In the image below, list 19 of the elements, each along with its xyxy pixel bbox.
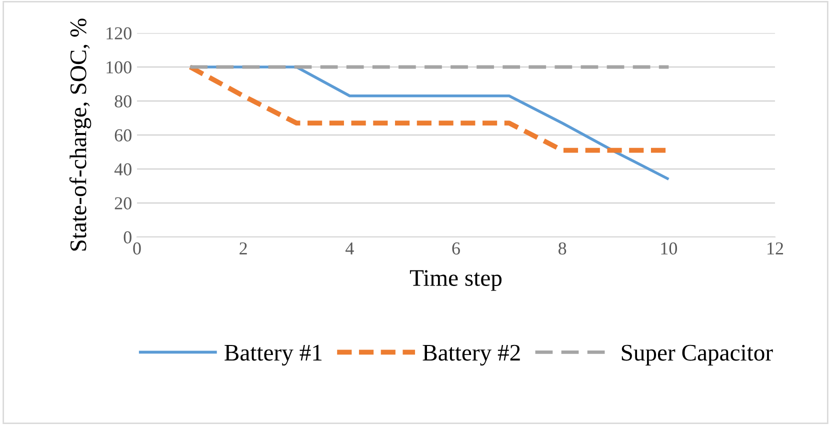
y-axis-title: State-of-charge, SOC, % <box>69 18 92 251</box>
x-tick-label: 2 <box>240 242 247 254</box>
y-tick-label: 120 <box>106 27 132 40</box>
y-tick-label: 80 <box>114 95 132 108</box>
y-tick-label: 60 <box>114 129 132 142</box>
x-tick-label: 8 <box>558 242 566 255</box>
y-tick-label: 20 <box>114 197 132 210</box>
x-tick-label: 0 <box>133 242 141 255</box>
x-tick-label: 4 <box>346 242 354 254</box>
legend-label: Battery #2 <box>422 344 520 366</box>
x-axis-title: Time step <box>410 270 502 291</box>
y-tick-label: 0 <box>124 231 132 244</box>
x-tick-label: 10 <box>661 242 678 255</box>
x-tick-label: 12 <box>768 242 784 254</box>
legend-label: Battery #1 <box>224 344 322 366</box>
y-tick-label: 40 <box>114 163 132 176</box>
y-tick-label: 100 <box>106 61 132 74</box>
legend-label: Super Capacitor <box>622 344 773 366</box>
x-tick-label: 6 <box>452 242 460 255</box>
